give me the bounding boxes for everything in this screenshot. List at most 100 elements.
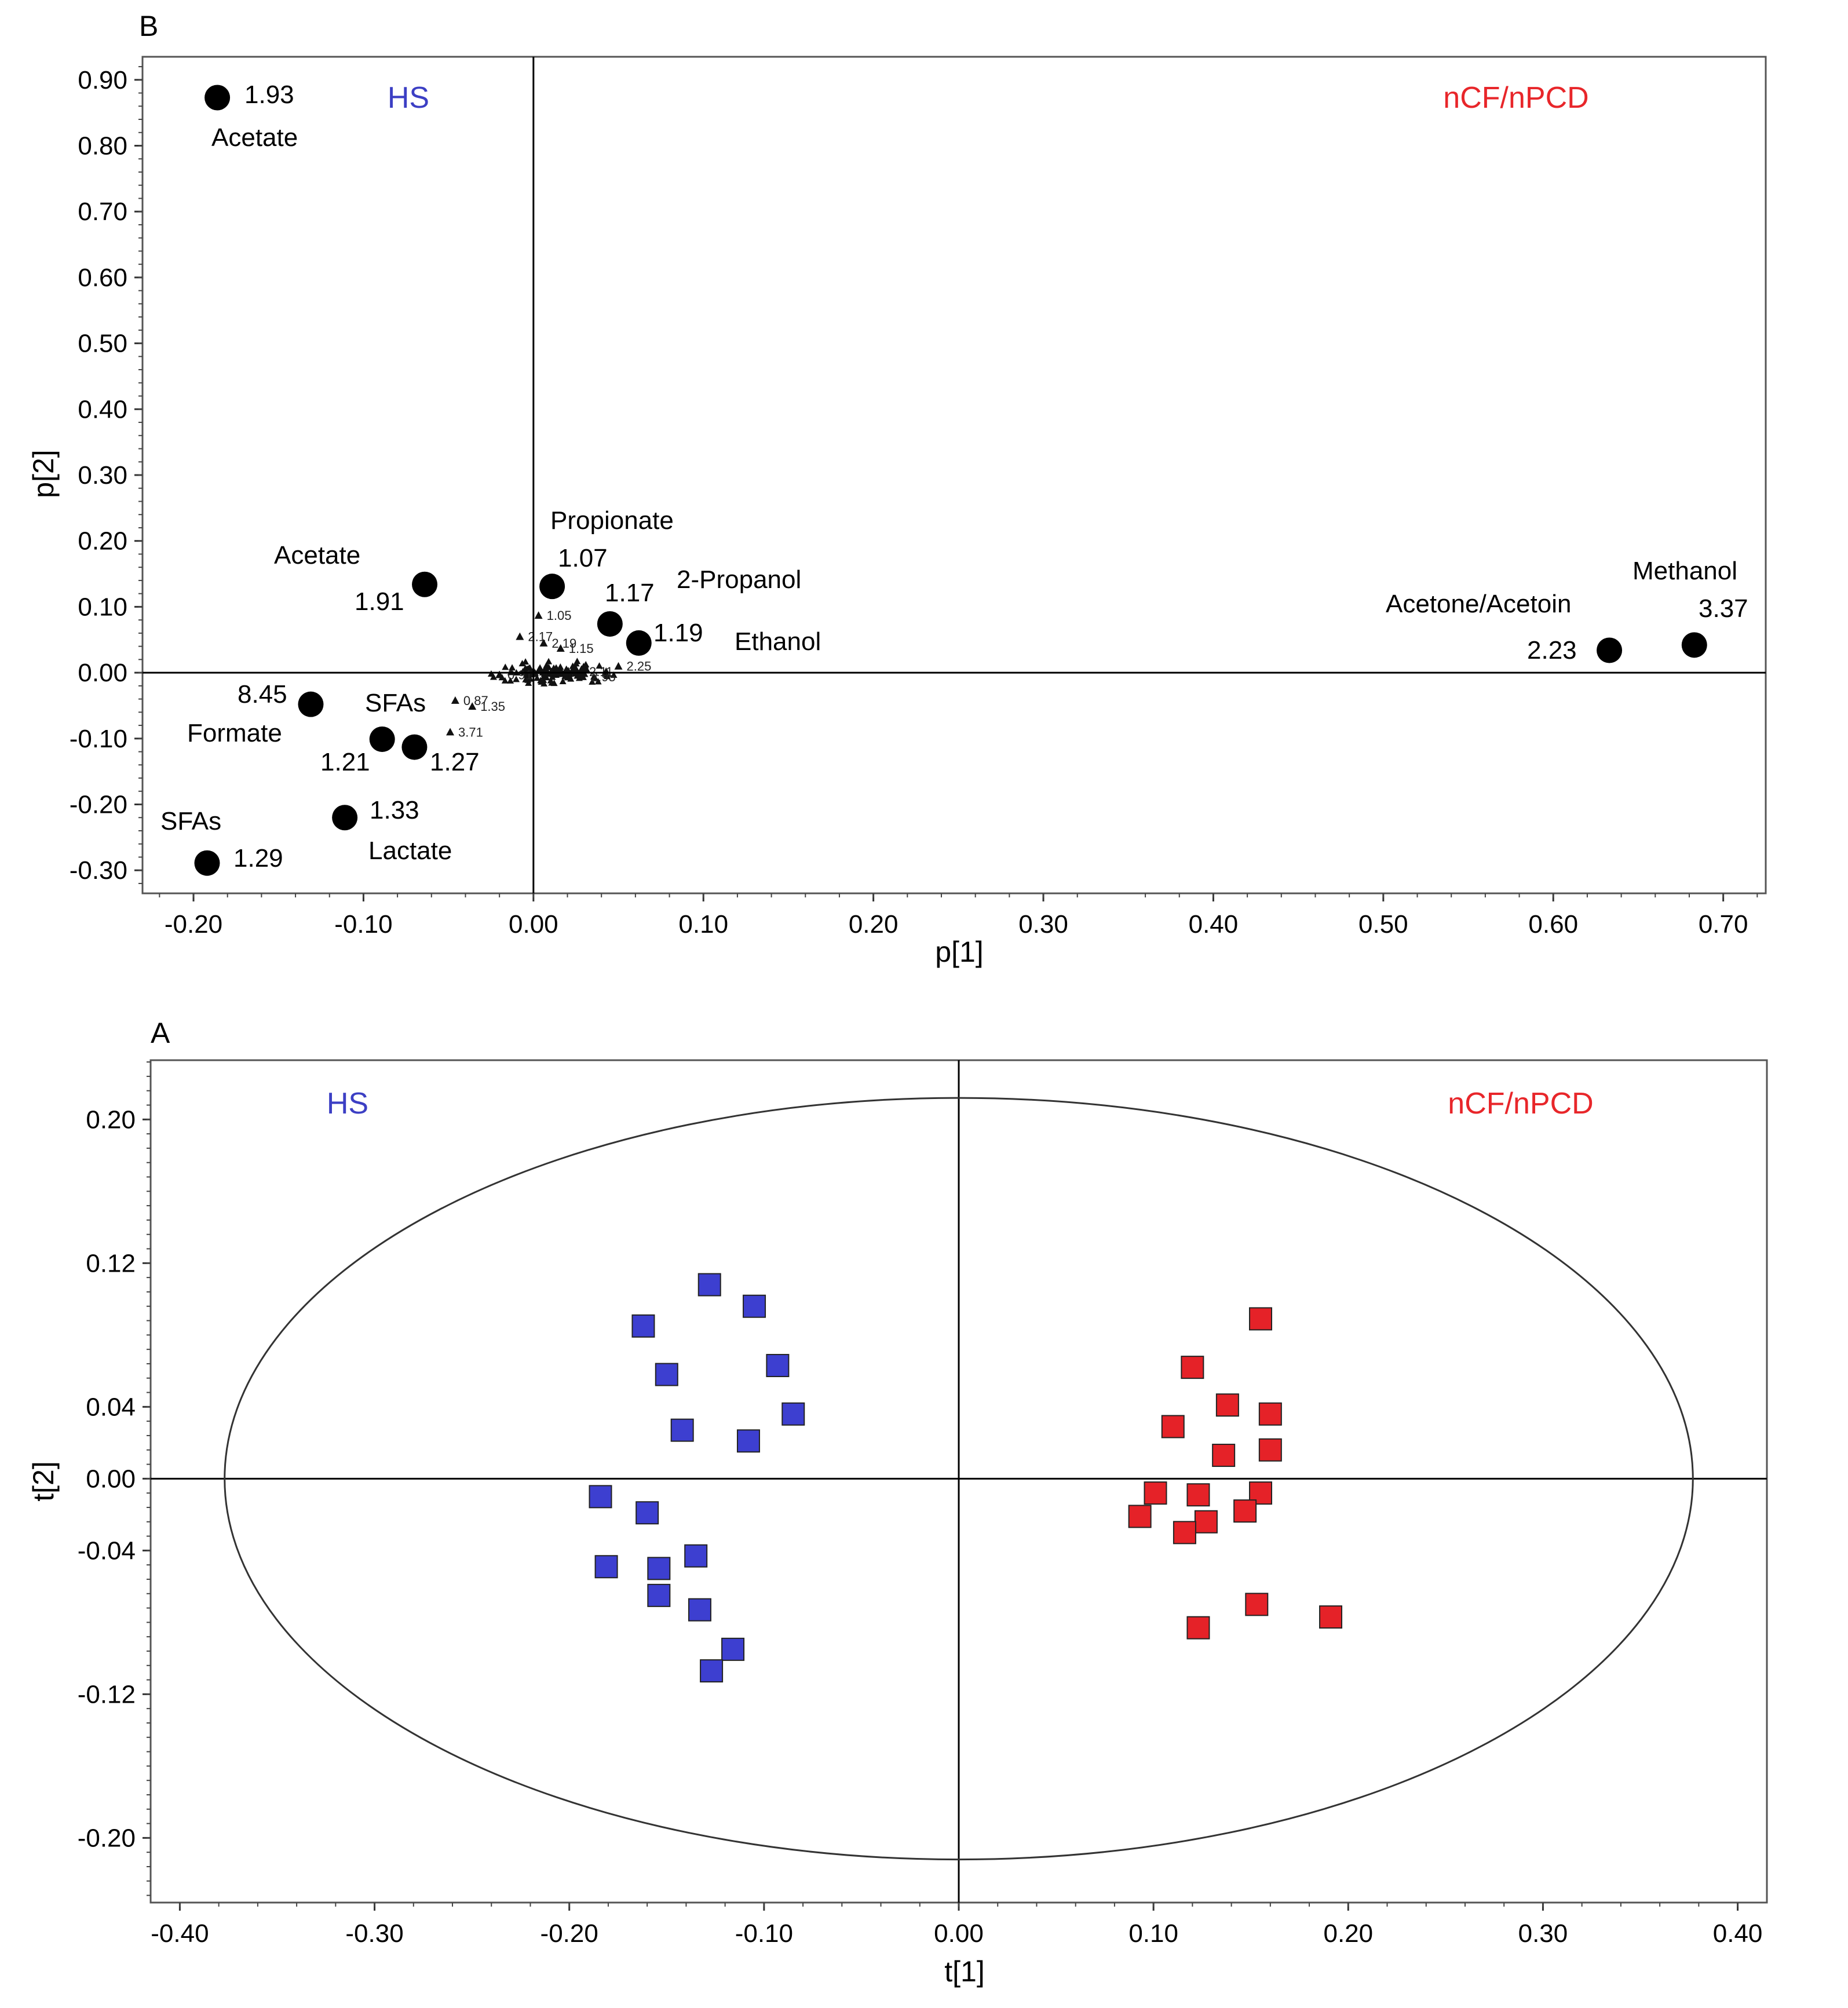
loading-marker — [507, 677, 514, 684]
compound-label-2-propanol: 2-Propanol — [677, 565, 801, 594]
y-tick-label: 0.04 — [86, 1393, 136, 1421]
scores-plot-panel: A -0.40 -0.30 -0.20 -0.10 0.00 0.10 0.20 0.30 0.… — [27, 1017, 1768, 1988]
loadings-plot-panel: B 1.05 2.172.191.15 2.25 0.871.35 3.71 0.91 2.… — [27, 10, 1767, 968]
group-label-hs: HS — [388, 81, 429, 115]
point-label: 1.27 — [430, 748, 480, 776]
loading-marker — [581, 666, 589, 673]
y-tick-label: -0.20 — [70, 791, 127, 819]
loading-point — [298, 691, 324, 717]
point-label: 3.37 — [1699, 594, 1748, 623]
point-label: 2.23 — [1527, 636, 1577, 665]
compound-label-acetate: Acetate — [211, 123, 298, 152]
score-point-ncf-npcd — [1319, 1605, 1343, 1629]
score-point-ncf-npcd — [1128, 1505, 1152, 1528]
score-point-ncf-npcd — [1186, 1616, 1210, 1640]
loading-marker — [540, 676, 547, 683]
y-axis-title: p[2] — [27, 450, 60, 498]
compound-label-methanol: Methanol — [1632, 557, 1737, 585]
loading-marker — [557, 663, 564, 670]
x-tick-label: 0.20 — [849, 910, 899, 939]
score-point-hs — [766, 1354, 790, 1378]
loading-marker — [572, 660, 580, 667]
score-point-ncf-npcd — [1194, 1510, 1218, 1534]
point-label: 1.29 — [233, 844, 283, 872]
score-point-ncf-npcd — [1258, 1402, 1282, 1426]
loading-marker — [513, 676, 520, 682]
panel-letter-b: B — [139, 10, 158, 42]
x-axis-title: p[1] — [935, 936, 983, 968]
loading-marker-label: 2.19 — [552, 636, 576, 651]
score-point-ncf-npcd — [1233, 1499, 1257, 1523]
compound-label-sfas: SFAs — [365, 689, 426, 717]
x-tick-label: 0.10 — [1128, 1919, 1178, 1948]
point-label: 1.21 — [320, 748, 370, 776]
y-tick-label: 0.20 — [78, 527, 127, 556]
loading-marker — [559, 678, 567, 685]
y-axis-title: t[2] — [27, 1461, 60, 1501]
loading-point — [412, 571, 438, 597]
score-point-ncf-npcd — [1161, 1415, 1185, 1439]
y-tick-label: 0.50 — [78, 330, 127, 358]
score-point-hs — [631, 1314, 655, 1338]
compound-label-lactate: Lactate — [368, 837, 452, 865]
score-point-hs — [589, 1485, 612, 1509]
point-label: 8.45 — [238, 680, 287, 709]
score-point-hs — [594, 1555, 618, 1579]
x-tick-label: 0.00 — [934, 1919, 984, 1948]
y-tick-label: -0.04 — [78, 1536, 136, 1565]
group-label-hs: HS — [327, 1087, 368, 1120]
loading-marker-label: 0.87 — [463, 693, 488, 708]
loading-point — [539, 574, 565, 600]
x-tick-label: 0.10 — [678, 910, 728, 939]
x-tick-label: 0.30 — [1518, 1919, 1568, 1948]
loading-marker — [545, 658, 553, 665]
score-point-hs — [721, 1637, 745, 1661]
loading-marker — [526, 664, 534, 671]
loading-marker — [501, 677, 509, 684]
compound-label-sfas: SFAs — [160, 807, 221, 835]
loading-marker-label: 1.15 — [569, 641, 594, 656]
loading-marker — [534, 674, 541, 681]
x-tick-label: -0.40 — [151, 1919, 209, 1948]
y-tick-label: 0.40 — [78, 395, 127, 423]
loading-marker — [596, 662, 603, 669]
group-label-ncf-npcd: nCF/nPCD — [1448, 1087, 1593, 1120]
compound-label-acetone-acetoin: Acetone/Acetoin — [1386, 590, 1571, 618]
loading-marker-label: 0.91 — [507, 668, 532, 682]
loading-marker — [550, 680, 558, 687]
x-tick-label: 0.70 — [1699, 910, 1748, 939]
score-point-ncf-npcd — [1249, 1307, 1273, 1331]
loading-marker — [589, 678, 596, 685]
y-tick-label: -0.12 — [78, 1680, 136, 1708]
loading-marker — [540, 680, 548, 687]
point-label: 1.07 — [558, 544, 608, 572]
point-label: 1.91 — [355, 587, 404, 616]
group-label-ncf-npcd: nCF/nPCD — [1443, 81, 1588, 115]
y-tick-label: 0.80 — [78, 132, 127, 160]
score-point-hs — [636, 1501, 659, 1525]
score-point-ncf-npcd — [1173, 1521, 1196, 1545]
score-point-hs — [781, 1402, 805, 1426]
score-point-hs — [655, 1363, 678, 1386]
loading-marker — [542, 665, 549, 671]
loading-marker — [502, 663, 509, 670]
x-tick-label: 0.30 — [1018, 910, 1068, 939]
loading-point — [626, 630, 652, 656]
y-tick-label: 0.90 — [78, 66, 127, 94]
loading-marker-label: 2.11 — [589, 665, 613, 679]
loading-marker-label: 2.17 — [528, 630, 553, 644]
compound-label-acetate: Acetate — [274, 541, 360, 569]
loading-marker — [509, 664, 516, 671]
score-point-hs — [697, 1273, 721, 1297]
compound-label-formate: Formate — [187, 719, 282, 747]
loading-marker-label: 2.25 — [627, 659, 652, 674]
x-tick-label: 0.20 — [1323, 1919, 1373, 1948]
y-tick-label: 0.30 — [78, 461, 127, 490]
x-tick-label: -0.10 — [735, 1919, 793, 1948]
y-tick-label: 0.70 — [78, 198, 127, 226]
x-tick-label: -0.20 — [540, 1919, 598, 1948]
y-tick-label: -0.30 — [70, 856, 127, 885]
y-tick-label: 0.60 — [78, 264, 127, 292]
x-axis-title: t[1] — [944, 1955, 984, 1988]
